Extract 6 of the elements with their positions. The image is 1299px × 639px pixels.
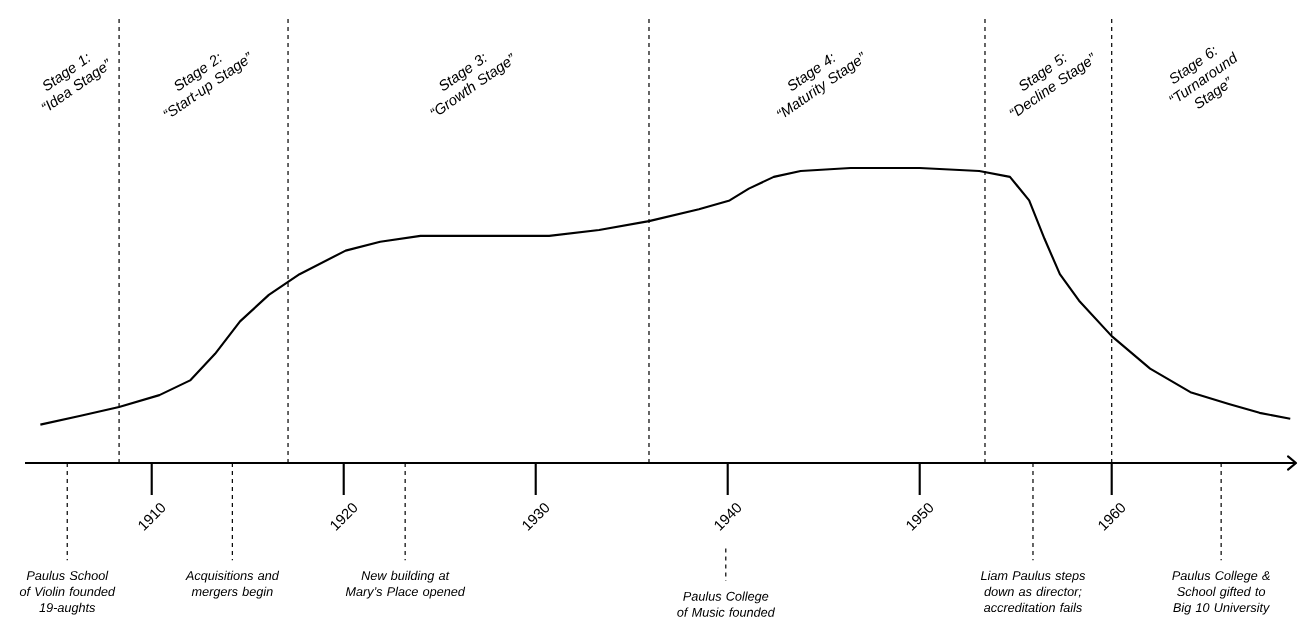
ref-line-label: Acquisitions and mergers begin [185, 570, 280, 599]
ref-line-label: Paulus College & School gifted to Big 10 University [1172, 570, 1270, 615]
ref-line-label: New building at Mary’s Place opened [345, 570, 466, 599]
ref-line-label: Paulus College of Music founded [677, 591, 776, 617]
ref-line-label: Liam Paulus steps down as director; accreditation fails [980, 570, 1086, 613]
ref-line-label: Paulus School of Violin founded 19-aughts [19, 570, 116, 615]
